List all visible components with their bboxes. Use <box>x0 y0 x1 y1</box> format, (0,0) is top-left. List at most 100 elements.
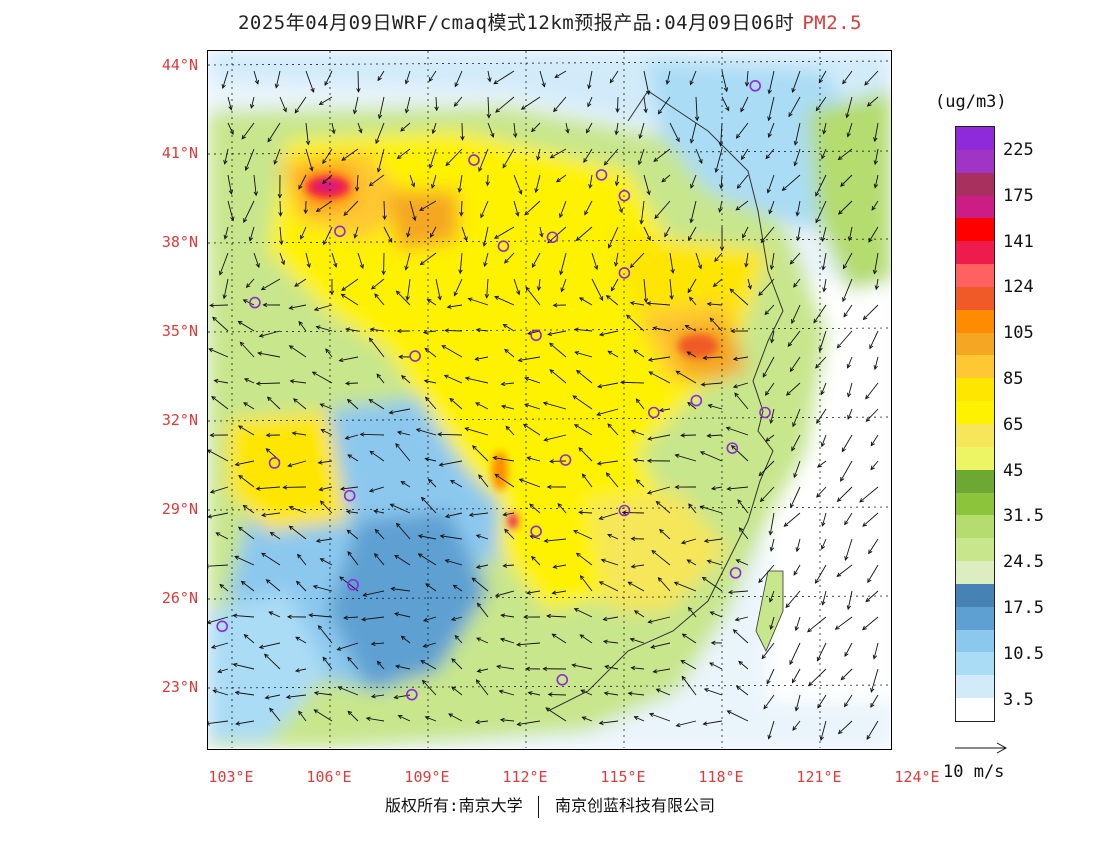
wind-arrow-head <box>587 84 592 90</box>
wind-arrow <box>847 408 853 420</box>
wind-arrow <box>768 200 775 214</box>
city-marker-hangzhou <box>726 442 739 454</box>
wind-arrow-head <box>345 509 351 515</box>
wind-arrow-head <box>347 551 352 556</box>
wind-arrow-head <box>434 106 439 112</box>
wind-arrow <box>598 382 619 388</box>
wind-arrow <box>675 370 697 384</box>
wind-arrow <box>842 70 853 84</box>
wind-arrow-head <box>633 349 638 354</box>
wind-arrow-head <box>374 293 379 299</box>
wind-arrow <box>631 667 645 670</box>
wind-arrow <box>210 304 229 306</box>
wind-arrow <box>821 226 827 242</box>
wind-arrow-head <box>844 652 849 657</box>
wind-arrow <box>616 174 619 186</box>
wind-arrow <box>859 486 879 503</box>
wind-arrow <box>735 616 749 621</box>
wind-arrow-head <box>655 500 661 506</box>
wind-arrow <box>788 96 801 117</box>
wind-arrow <box>405 96 411 113</box>
wind-arrow <box>599 581 619 592</box>
wind-arrow <box>425 396 437 410</box>
wind-arrow-head <box>646 490 652 495</box>
wind-arrow <box>521 96 541 110</box>
wind-arrow-head <box>313 690 319 696</box>
wind-arrow <box>377 148 385 172</box>
wind-arrow-head <box>475 327 481 333</box>
wind-arrow <box>729 288 749 306</box>
wind-arrow-head <box>688 503 693 509</box>
wind-arrow <box>653 327 671 332</box>
wind-arrow <box>837 330 853 349</box>
wind-arrow-head <box>646 301 652 306</box>
wind-arrow <box>519 478 541 488</box>
wind-arrow <box>733 382 749 388</box>
wind-arrow-head <box>515 211 520 217</box>
wind-arrow-head <box>845 113 850 119</box>
wind-arrow <box>265 694 281 699</box>
wind-arrow <box>504 252 515 264</box>
wind-arrow <box>864 70 879 86</box>
wind-arrow <box>487 122 494 138</box>
wind-arrow-head <box>859 498 864 503</box>
wind-arrow-head <box>664 232 669 238</box>
wind-arrow-head <box>844 520 849 526</box>
wind-arrow-head <box>345 327 351 332</box>
wind-arrow-head <box>223 234 228 240</box>
wind-arrow-head <box>494 295 500 300</box>
wind-arrow <box>267 396 281 410</box>
wind-arrow-head <box>244 166 249 172</box>
wind-arrow <box>468 298 489 306</box>
wind-arrow-head <box>370 694 376 699</box>
wind-arrow-head <box>643 298 649 304</box>
wind-arrow-head <box>793 282 798 288</box>
wind-arrow-head <box>298 184 303 190</box>
wind-arrow-head <box>346 398 352 404</box>
wind-arrow-head <box>245 283 251 289</box>
wind-arrow <box>690 200 697 223</box>
wind-arrow-head <box>319 403 325 408</box>
wind-arrow-head <box>815 579 820 584</box>
wind-arrow <box>630 638 645 644</box>
wind-arrow-head <box>502 163 507 169</box>
wind-arrow-head <box>317 624 323 630</box>
wind-arrow <box>245 148 255 171</box>
wind-arrow <box>808 668 827 686</box>
wind-arrow <box>675 454 697 462</box>
wind-arrow <box>309 614 333 618</box>
wind-arrow <box>369 450 385 462</box>
wind-arrow-head <box>791 446 796 452</box>
wind-arrow <box>503 564 515 567</box>
wind-arrow-head <box>689 138 695 144</box>
wind-arrow <box>223 278 229 299</box>
wind-arrow <box>475 356 489 360</box>
wind-arrow <box>250 96 255 109</box>
wind-arrow-head <box>369 450 375 456</box>
wind-arrow <box>316 538 333 542</box>
wind-arrow <box>695 252 702 269</box>
wind-arrow-head <box>445 161 451 167</box>
wind-arrow-head <box>629 263 635 269</box>
wind-arrow-head <box>472 445 477 450</box>
wind-arrow <box>634 716 645 722</box>
legend-label: 45 <box>1003 460 1024 481</box>
wind-arrow <box>869 330 879 349</box>
wind-arrow <box>531 556 541 566</box>
wind-arrow <box>207 512 229 518</box>
wind-arrow <box>835 616 853 630</box>
wind-arrow-head <box>207 514 212 519</box>
wind-arrow <box>689 296 697 306</box>
wind-arrow <box>643 96 647 113</box>
legend-swatch <box>956 538 994 562</box>
legend-swatch <box>956 286 994 310</box>
wind-arrow-head <box>487 77 492 83</box>
wind-arrow <box>720 174 723 189</box>
wind-arrow <box>207 449 229 462</box>
wind-arrow <box>266 579 281 592</box>
wind-arrow <box>214 380 229 384</box>
wind-arrow <box>765 148 775 159</box>
wind-arrow <box>688 503 697 514</box>
wind-arrow-head <box>767 116 772 122</box>
wind-arrow <box>816 486 827 498</box>
